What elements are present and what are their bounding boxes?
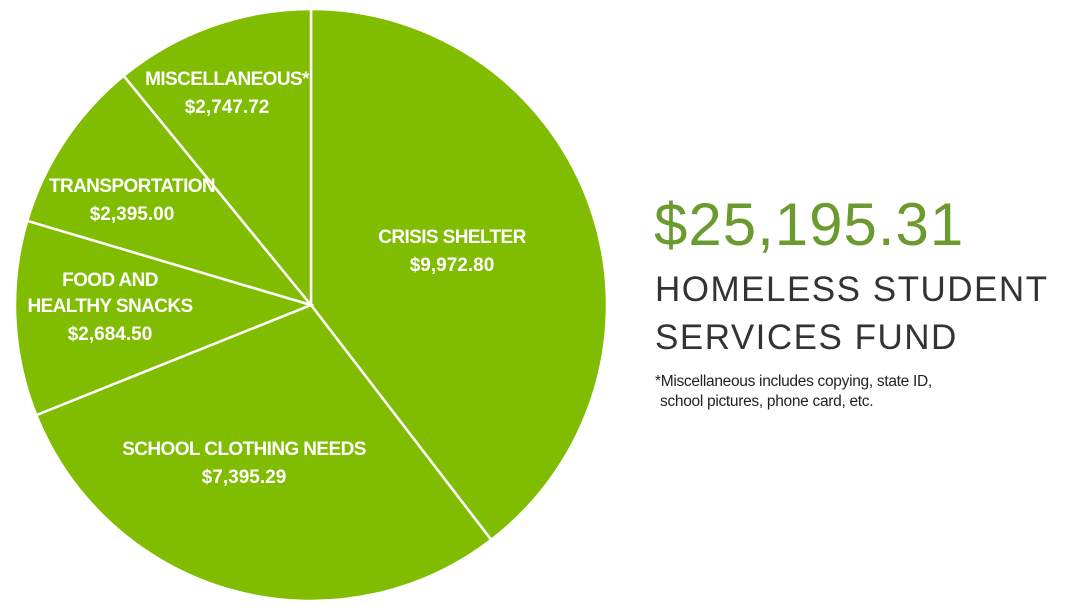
slice-value-label: $2,747.72 <box>185 97 270 118</box>
slice-value-label: $2,395.00 <box>90 204 175 225</box>
footnote: *Miscellaneous includes copying, state I… <box>655 372 932 412</box>
pie-slice-school-clothing-needs <box>34 303 493 603</box>
pie-slice-transportation <box>25 74 315 308</box>
slice-value-label: $9,972.80 <box>410 255 495 276</box>
slice-label: MISCELLANEOUS* <box>145 69 310 90</box>
pie-slice-miscellaneous <box>121 7 313 309</box>
slice-label: CRISIS SHELTER <box>378 227 526 248</box>
fund-title-line-2: SERVICES FUND <box>655 318 958 357</box>
slice-value-label: $2,684.50 <box>68 324 153 345</box>
slice-label: SCHOOL CLOTHING NEEDS <box>122 439 366 460</box>
slice-label: HEALTHY SNACKS <box>27 296 192 317</box>
footnote-line-1: *Miscellaneous includes copying, state I… <box>655 373 932 390</box>
slice-label: FOOD AND <box>62 270 158 291</box>
pie-slice-crisis-shelter <box>309 7 609 542</box>
pie-chart: CRISIS SHELTER $9,972.80 SCHOOL CLOTHING N… <box>13 7 609 603</box>
pie-slice-food-and-healthy-snacks <box>13 219 315 417</box>
fund-title-line-1: HOMELESS STUDENT <box>655 270 1049 309</box>
slice-label: TRANSPORTATION <box>49 176 215 197</box>
total-amount: $25,195.31 <box>654 191 965 258</box>
footnote-line-2: school pictures, phone card, etc. <box>660 393 874 410</box>
slice-value-label: $7,395.29 <box>202 467 287 488</box>
